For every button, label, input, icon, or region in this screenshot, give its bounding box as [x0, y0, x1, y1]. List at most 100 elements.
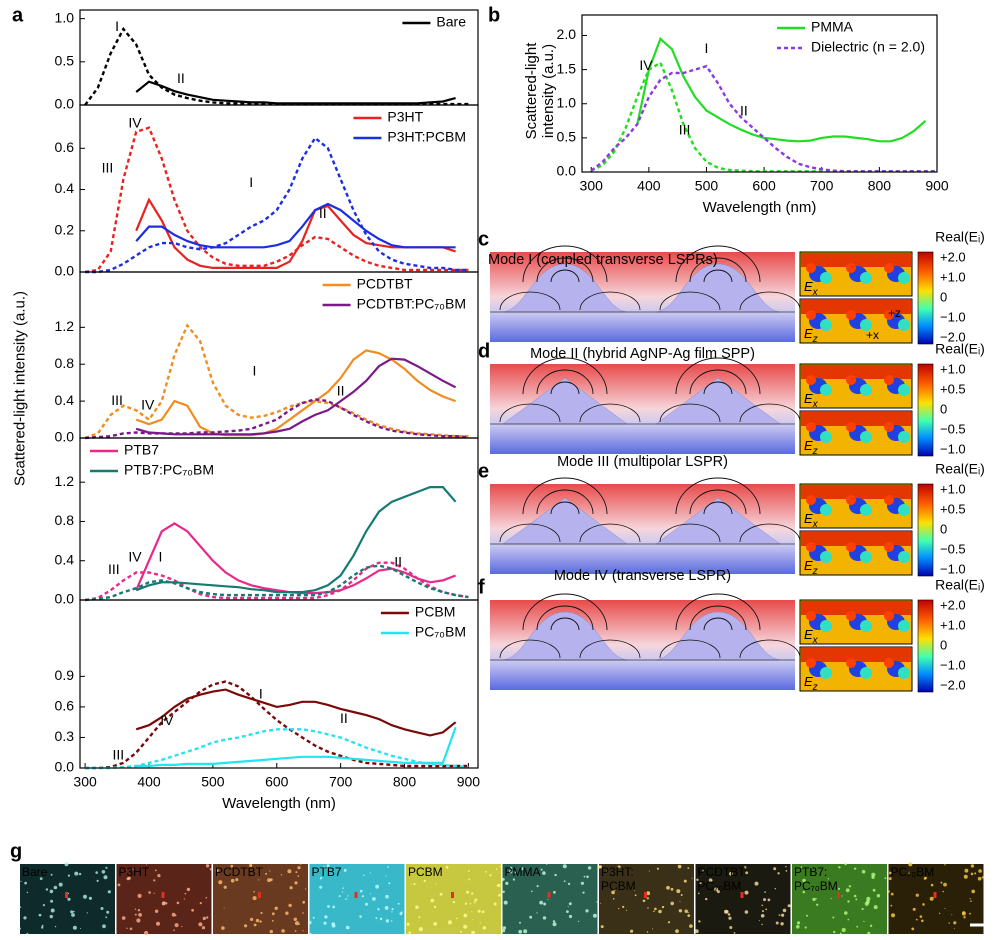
legend-label: PMMA: [811, 19, 854, 35]
particle: [920, 915, 923, 918]
particle: [173, 929, 175, 931]
colorbar-tick-label: +1.0: [940, 481, 966, 496]
particle: [537, 885, 539, 887]
particle: [974, 872, 976, 874]
component-symbol: E: [804, 558, 813, 573]
particle: [377, 908, 379, 910]
particle: [689, 924, 693, 928]
colorbar-tick-label: 0: [940, 289, 947, 304]
particle: [155, 870, 157, 872]
x-tick-label: 500: [201, 774, 225, 790]
particle: [679, 909, 682, 912]
particle: [622, 906, 624, 908]
particle: [478, 910, 481, 913]
particle: [503, 891, 505, 893]
x-tick-label: 600: [752, 178, 776, 194]
particle: [965, 869, 969, 873]
field-map-top: [801, 532, 911, 546]
marker: [548, 892, 551, 898]
y-tick-label: 0.8: [55, 355, 75, 371]
field-lobe: [806, 263, 816, 273]
component-subscript: z: [812, 566, 818, 577]
particle: [692, 878, 693, 879]
particle: [415, 906, 418, 909]
marker: [451, 892, 454, 898]
field-map: Ex: [800, 600, 912, 646]
particle: [308, 921, 312, 925]
particle: [300, 863, 301, 864]
particle: [388, 882, 390, 884]
particle: [473, 919, 474, 920]
particle: [755, 882, 759, 886]
particle: [943, 883, 947, 887]
x-tick-label: 700: [329, 774, 353, 790]
particle: [122, 916, 126, 920]
particle: [519, 922, 521, 924]
particle: [884, 877, 886, 879]
particle: [848, 919, 850, 921]
particle: [546, 863, 547, 864]
particle: [970, 900, 972, 902]
legend-label: P3HT:PCBM: [387, 129, 466, 145]
colorbar-title: Real(Eᵢ): [935, 341, 985, 357]
field-map: Ex: [800, 364, 912, 410]
measured-line: [136, 359, 455, 435]
particle: [346, 926, 350, 930]
colorbar-tick-label: −2.0: [940, 677, 966, 692]
particle: [51, 874, 53, 876]
particle: [118, 884, 121, 887]
field-map-top: [801, 648, 911, 662]
particle: [581, 882, 584, 885]
particle: [840, 933, 842, 935]
chart: a 0.00.51.0BareIII0.00.20.40.6P3HTP3HT:P…: [0, 0, 998, 940]
field-lobe: [884, 422, 894, 432]
field-map-top: [801, 253, 911, 267]
particle: [500, 866, 501, 867]
particle: [593, 914, 597, 918]
particle: [360, 890, 363, 893]
particle: [871, 873, 875, 877]
field-lobe: [820, 551, 832, 563]
particle: [658, 910, 662, 914]
particle: [531, 891, 533, 893]
particle: [496, 885, 497, 886]
particle: [584, 876, 586, 878]
particle: [287, 869, 291, 873]
field-lobe: [846, 495, 856, 505]
particle: [259, 920, 261, 922]
y-axis-label: Scattered-light intensity (a.u.): [12, 259, 29, 519]
panel-label: d: [478, 340, 490, 362]
particle: [418, 916, 420, 918]
particle: [130, 928, 133, 931]
panel-label: b: [488, 4, 500, 26]
particle: [777, 872, 779, 874]
simulated-line: [85, 138, 468, 272]
particle: [456, 918, 458, 920]
particle: [313, 917, 315, 919]
particle: [363, 875, 365, 877]
component-symbol: E: [804, 279, 813, 294]
field-lobe: [884, 542, 894, 552]
particle: [643, 900, 646, 903]
particle: [916, 894, 919, 897]
colorbar-title: Real(Eᵢ): [935, 229, 985, 245]
micrograph: PCBM: [406, 864, 501, 935]
particle: [370, 893, 371, 894]
field-lobe: [820, 504, 832, 516]
particle: [138, 894, 142, 898]
simulated-line: [85, 682, 468, 769]
micrograph: PTB7: [308, 864, 405, 934]
particle: [913, 908, 916, 911]
colorbar-tick-label: +2.0: [940, 597, 966, 612]
particle: [815, 898, 817, 900]
colorbar-tick-label: +1.0: [940, 617, 966, 632]
particle: [600, 903, 601, 904]
particle: [323, 922, 326, 925]
particle: [806, 915, 808, 917]
field-lobe: [898, 620, 910, 632]
particle: [891, 893, 894, 896]
particle: [288, 904, 291, 907]
particle: [148, 891, 151, 894]
particle: [372, 897, 376, 901]
particle: [480, 922, 481, 923]
